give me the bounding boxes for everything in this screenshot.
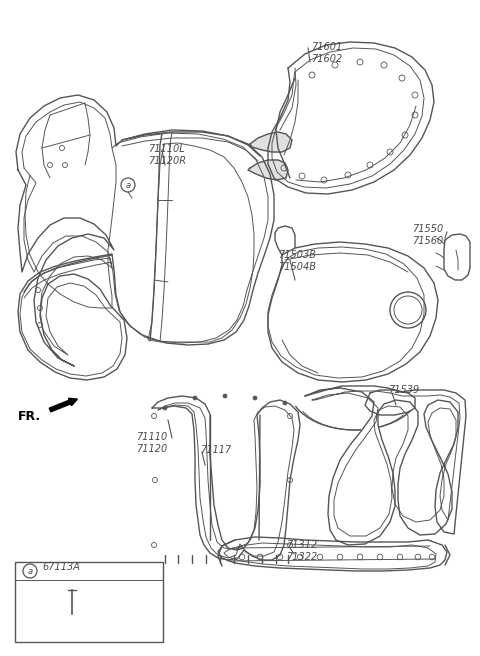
Text: 71312
71322: 71312 71322	[286, 540, 317, 562]
Polygon shape	[248, 160, 288, 180]
Text: 71503B
71504B: 71503B 71504B	[278, 250, 316, 272]
Circle shape	[163, 406, 167, 410]
Text: 71539: 71539	[388, 385, 419, 395]
Circle shape	[253, 396, 257, 400]
Text: FR.: FR.	[18, 409, 41, 422]
Text: 71550
71560: 71550 71560	[412, 224, 443, 245]
Circle shape	[193, 396, 197, 400]
FancyArrow shape	[49, 398, 77, 412]
Text: 71117: 71117	[200, 445, 231, 455]
Circle shape	[223, 394, 227, 398]
Polygon shape	[305, 386, 466, 545]
Circle shape	[283, 401, 287, 405]
Text: a: a	[27, 567, 33, 575]
Polygon shape	[218, 537, 447, 571]
Polygon shape	[152, 396, 300, 560]
Text: 71601
71602: 71601 71602	[311, 42, 342, 64]
Text: 71110
71120: 71110 71120	[136, 432, 167, 453]
Polygon shape	[16, 95, 274, 380]
Polygon shape	[250, 132, 292, 152]
Bar	[15, 562, 163, 642]
Polygon shape	[268, 242, 438, 382]
Text: 71110L
71120R: 71110L 71120R	[148, 144, 186, 165]
Text: 67113A: 67113A	[42, 562, 80, 572]
Text: a: a	[125, 180, 131, 190]
